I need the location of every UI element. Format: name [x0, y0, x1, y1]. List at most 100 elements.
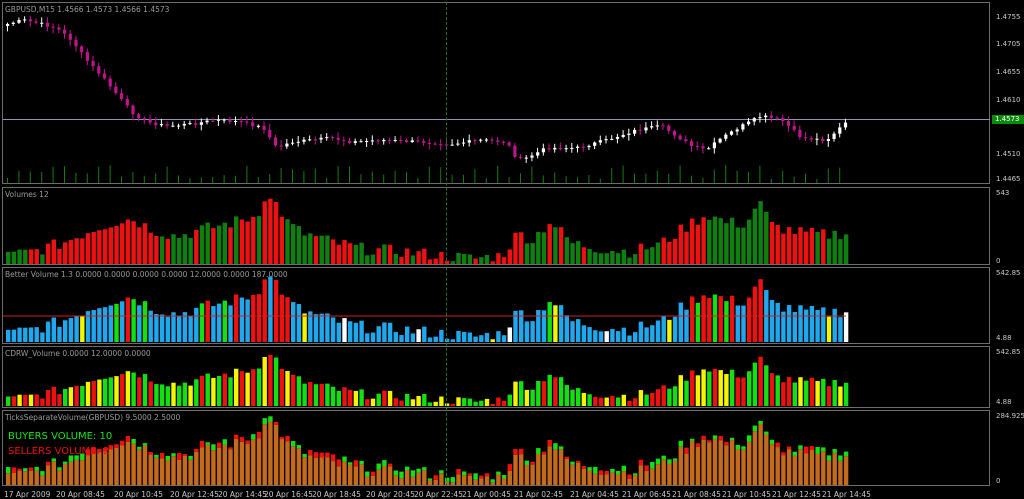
volume-bar: [342, 240, 347, 264]
better-volume-bar: [747, 297, 752, 342]
ticks-volume-cap: [672, 458, 678, 461]
volume-bar: [473, 258, 478, 264]
ticks-volume-cap: [450, 477, 455, 483]
ticks-volume-bar: [68, 461, 74, 485]
volume-bar: [154, 235, 159, 264]
better-volume-bar: [501, 335, 507, 342]
candle-body: [672, 130, 677, 136]
better-volume-bar: [467, 332, 473, 342]
better-volume-bar: [319, 313, 324, 342]
ticks-volume-cap: [541, 451, 547, 455]
better-volume-bar: [815, 310, 820, 342]
price-pane[interactable]: [0, 2, 1024, 184]
better-volume-bar: [108, 305, 113, 342]
volume-bar: [17, 249, 22, 264]
candle-body: [80, 46, 84, 53]
cdrw-volume-bar: [353, 390, 359, 406]
cdrw-volume-bar: [410, 399, 416, 406]
better-volume-bar: [51, 317, 56, 342]
volume-bar: [159, 236, 165, 264]
ticks-volume-cap: [370, 471, 376, 476]
volume-bar: [690, 218, 695, 264]
ticks-volume-bar: [239, 441, 245, 485]
ticks-volume-cap: [365, 471, 370, 477]
ticks-volume-bar: [256, 438, 262, 485]
cdrw-volume-bar: [450, 403, 455, 406]
ticks-volume-bar: [821, 451, 826, 485]
better-volume-bar: [194, 307, 199, 342]
better-volume-bar: [735, 305, 740, 342]
ticks-volume-cap: [68, 455, 74, 462]
ticks-volume-bar: [547, 446, 552, 485]
better-volume-bar: [758, 279, 763, 342]
cdrw-volume-bar: [615, 397, 621, 406]
ticks-volume-cap: [234, 434, 239, 439]
cdrw-volume-pane[interactable]: [0, 346, 1024, 408]
volume-bar: [102, 229, 108, 264]
ticks-separate-volume-pane-title: TicksSeparateVolume(GBPUSD) 9.5000 2.500…: [5, 413, 181, 422]
cdrw-volume-bar: [667, 388, 672, 406]
better-volume-bar: [45, 321, 51, 342]
volume-bar: [291, 224, 296, 264]
ticks-volume-cap: [444, 477, 450, 482]
ticks-volume-cap: [581, 466, 587, 469]
ticks-volume-cap: [724, 441, 729, 446]
volume-bar: [598, 253, 604, 264]
volume-bar: [638, 243, 644, 264]
cdrw-volume-bar: [581, 392, 587, 406]
volume-bar: [826, 238, 832, 264]
candle-body: [473, 140, 477, 142]
better-volume-bar: [188, 315, 193, 342]
candle-body: [724, 134, 728, 139]
better-volume-bar: [382, 322, 387, 342]
volume-bar: [558, 227, 564, 264]
volumes-pane[interactable]: [0, 187, 1024, 265]
buyers-volume-label: BUYERS VOLUME: 10: [8, 431, 113, 442]
ticks-volume-cap: [741, 446, 746, 450]
time-tick: 20 Apr 16:45: [264, 490, 313, 499]
better-volume-bar: [433, 336, 438, 342]
better-volume-bar: [650, 325, 655, 342]
ticks-volume-bar: [707, 442, 712, 485]
cdrw-volume-bar: [216, 375, 222, 406]
candle-body: [547, 148, 551, 150]
candle-body: [177, 125, 181, 127]
better-volume-pane[interactable]: [0, 267, 1024, 344]
better-volume-bar: [690, 296, 695, 342]
volume-bar: [587, 249, 592, 264]
candle-body: [439, 144, 443, 146]
better-volume-bar: [131, 299, 136, 342]
ticks-volume-cap: [416, 468, 421, 473]
ticks-volume-cap: [279, 437, 284, 440]
candle-body: [251, 122, 255, 127]
volume-bar: [205, 222, 210, 264]
cdrw-volume-bar: [576, 388, 581, 406]
cdrw-volume-bar: [188, 385, 193, 406]
better-volume-bar: [154, 313, 159, 342]
ticks-volume-cap: [142, 443, 148, 446]
better-volume-bar: [177, 315, 182, 342]
candle-body: [798, 129, 802, 138]
candle-body: [638, 129, 642, 131]
better-volume-bar: [826, 316, 832, 342]
volume-bar: [370, 254, 376, 264]
candle-body: [496, 140, 500, 142]
ticks-volume-bar: [536, 453, 541, 485]
volume-bar: [707, 219, 712, 264]
ticks-volume-bar: [792, 455, 797, 485]
ticks-separate-volume-pane[interactable]: [0, 410, 1024, 486]
candle-body: [97, 66, 101, 74]
ticks-volume-bar: [655, 464, 661, 485]
volume-bar: [547, 224, 552, 264]
volume-bar: [593, 252, 598, 264]
cdrw-volume-bar: [547, 374, 552, 406]
candle-body: [11, 22, 15, 24]
candle-body: [159, 124, 164, 126]
ticks-volume-bar: [399, 478, 404, 485]
cdrw-volume-bar: [137, 377, 142, 406]
better-volume-bar: [313, 314, 319, 342]
ticks-volume-cap: [137, 446, 142, 450]
candle-body: [490, 139, 494, 141]
ticks-volume-bar: [148, 454, 153, 485]
